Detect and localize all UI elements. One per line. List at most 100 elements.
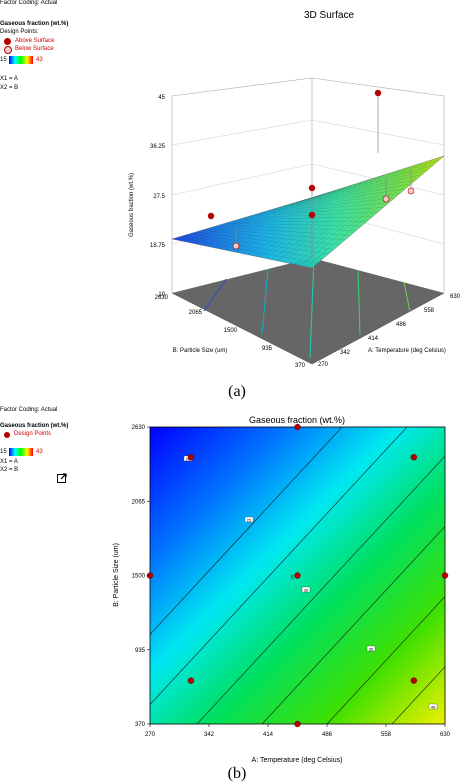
x-tick: 270 <box>318 362 329 368</box>
back-wall-left <box>171 77 313 293</box>
x1-label-b: X1 = A <box>0 459 18 465</box>
z-tick: 36.25 <box>150 144 166 150</box>
x-axis-label: A: Temperature (deg Celsius) <box>368 348 446 354</box>
x-tick: 414 <box>368 336 379 342</box>
y-tick-label: 2065 <box>132 499 146 505</box>
scale-min-b: 15 <box>0 449 7 455</box>
mesh-line <box>294 161 428 265</box>
contour-line <box>150 427 408 706</box>
y-tick: 1500 <box>224 328 238 334</box>
design-points-label-a: Design Points: <box>0 29 39 35</box>
floor-contour-line <box>261 268 269 335</box>
contour-lines <box>150 427 445 724</box>
x-tick-label: 342 <box>204 732 215 738</box>
y-tick-label: 370 <box>135 722 146 728</box>
below-surface-marker <box>4 46 12 54</box>
contour-label-box <box>366 645 376 652</box>
contour-label: 25 <box>247 517 252 522</box>
x2-label-a: X2 = B <box>0 85 19 91</box>
color-scale-b <box>9 448 33 456</box>
surface-3d-chart: 3D Surface 45 36.25 27.5 18.75 10 Gas <box>129 10 461 369</box>
floor-plane <box>172 258 444 364</box>
design-points-label-b: Design Points <box>14 431 52 437</box>
below-surface-label: Below Surface <box>15 46 54 52</box>
design-point-above <box>207 212 215 220</box>
design-point <box>441 572 449 579</box>
contour-line <box>261 525 445 724</box>
design-point-below <box>407 187 415 195</box>
design-point <box>410 454 418 461</box>
design-point <box>187 454 195 461</box>
mesh-line <box>296 169 428 203</box>
x-tick-label: 486 <box>322 732 333 738</box>
design-points-marker-b <box>4 432 10 438</box>
chart-b-title: Gaseous fraction (wt.%) <box>249 415 345 425</box>
mesh-line <box>288 162 423 264</box>
expand-icon[interactable] <box>57 470 67 483</box>
floor-contour-line <box>309 257 315 359</box>
y-tick-label: 1500 <box>132 574 146 580</box>
z-tick: 10 <box>158 292 165 298</box>
y-tick: 935 <box>262 346 273 352</box>
x-ticks: 270 342 414 486 558 630 <box>145 724 451 738</box>
x-tick-label: 630 <box>440 732 451 738</box>
mesh-line <box>308 160 439 199</box>
y-tick: 2065 <box>189 310 203 316</box>
center-point-label: 5 <box>291 575 294 581</box>
z-axis-label: Gaseous fraction (wt.%) <box>129 173 135 237</box>
back-wall-right <box>311 77 445 293</box>
y-tick-label: 935 <box>135 648 146 654</box>
y-axis-label: B: Particle Size (um) <box>173 348 228 354</box>
x2-label-b: X2 = B <box>0 467 19 473</box>
x-tick: 342 <box>340 350 351 356</box>
x-tick: 630 <box>450 294 461 300</box>
contour-label: 40 <box>431 704 436 709</box>
design-point <box>294 720 301 728</box>
factor-coding-a: Factor Coding: Actual <box>0 0 58 6</box>
floor-contour-line <box>403 281 411 313</box>
scale-max-a: 43 <box>36 57 43 63</box>
response-label-a: Gaseous fraction (wt.%) <box>0 21 69 27</box>
caption-a: (a) <box>228 383 246 400</box>
x-tick-label: 414 <box>263 732 274 738</box>
design-point <box>410 677 418 684</box>
design-point <box>187 677 195 684</box>
design-point-above <box>374 89 382 97</box>
front-edge-left <box>171 292 313 365</box>
floor-contour-line <box>203 278 227 312</box>
caption-b: (b) <box>227 765 247 782</box>
response-surface <box>171 155 445 269</box>
scale-max-b: 43 <box>36 449 43 455</box>
x-axis-label-b: A: Temperature (deg Celsius) <box>252 757 343 764</box>
z-tick: 18.75 <box>150 243 166 249</box>
mesh-line <box>306 157 439 267</box>
design-point-below <box>232 242 240 250</box>
x1-label-a: X1 = A <box>0 76 18 82</box>
contour-line <box>196 455 445 724</box>
design-point-above <box>308 184 316 192</box>
front-edge-right <box>311 292 445 365</box>
y-tick-label: 2630 <box>132 425 146 431</box>
x-tick-label: 270 <box>145 732 156 738</box>
contour-label-box <box>244 516 254 523</box>
contour-line <box>150 427 343 635</box>
z-tick: 45 <box>158 95 165 101</box>
contour-line <box>391 666 445 724</box>
factor-coding-b: Factor Coding: Actual <box>0 407 58 413</box>
above-surface-label: Above Surface <box>15 38 55 44</box>
scale-min-a: 15 <box>0 57 7 63</box>
y-tick: 2630 <box>155 295 169 301</box>
design-point <box>294 423 301 431</box>
chart-a-title: 3D Surface <box>304 10 354 21</box>
design-point-above <box>308 211 316 219</box>
above-surface-marker <box>4 38 11 45</box>
response-label-b: Gaseous fraction (wt.%) <box>0 423 69 429</box>
contour-line <box>326 596 445 724</box>
y-ticks: 370 935 1500 2065 2630 <box>132 425 150 728</box>
design-point-below <box>382 195 390 203</box>
design-point-stems <box>235 93 412 258</box>
floor-contour-line <box>357 269 361 336</box>
x-tick: 558 <box>424 308 435 314</box>
design-point <box>294 572 301 579</box>
